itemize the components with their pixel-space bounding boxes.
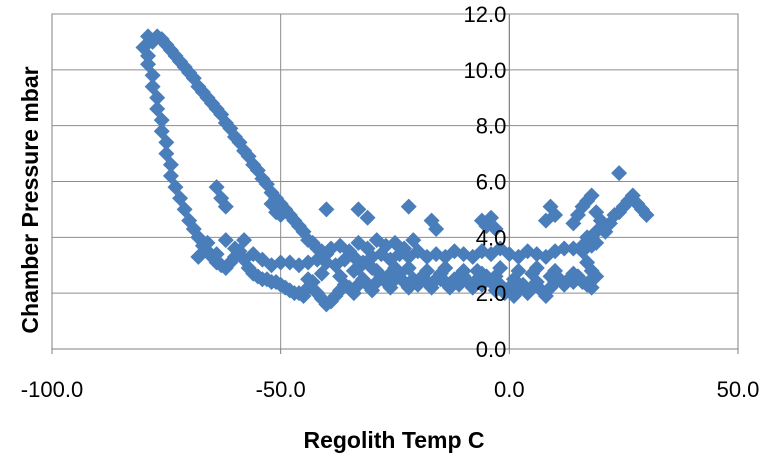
data-series	[135, 28, 655, 313]
data-point	[565, 265, 582, 282]
data-point	[400, 198, 417, 215]
data-point	[583, 279, 600, 296]
data-point	[272, 254, 289, 271]
data-point	[547, 207, 564, 223]
data-point	[341, 243, 358, 260]
data-point	[583, 187, 600, 204]
data-point	[579, 229, 596, 246]
data-point	[318, 201, 335, 218]
y-tick-label: 12.0	[464, 2, 507, 27]
data-point	[396, 240, 413, 257]
data-point	[510, 262, 527, 279]
data-point	[149, 89, 166, 106]
data-point	[190, 248, 207, 265]
data-point	[487, 220, 504, 237]
data-point	[455, 246, 472, 263]
data-point	[236, 232, 253, 249]
data-point	[432, 271, 449, 288]
data-point	[199, 234, 216, 251]
data-point	[272, 207, 289, 223]
data-point	[542, 268, 559, 285]
data-point	[300, 271, 317, 288]
y-tick-label: 4.0	[476, 225, 507, 250]
data-point	[158, 134, 175, 151]
y-tick-label: 10.0	[464, 58, 507, 83]
y-axis-label: Chamber Pressure mbar	[17, 66, 43, 333]
y-tick-label: 8.0	[476, 114, 507, 139]
data-point	[405, 232, 422, 249]
data-point	[313, 265, 330, 282]
data-point	[359, 209, 376, 226]
y-tick-label: 0.0	[476, 337, 507, 362]
data-point	[505, 271, 522, 288]
x-axis-label: Regolith Temp C	[303, 427, 484, 453]
x-tick-label: 0.0	[494, 377, 525, 402]
x-tick-label: 50.0	[717, 377, 760, 402]
data-point	[332, 268, 349, 285]
data-point	[428, 246, 445, 263]
data-point	[217, 198, 234, 215]
data-point	[611, 165, 628, 182]
x-tick-label: -100.0	[21, 377, 83, 402]
data-point	[359, 240, 376, 257]
data-point	[140, 47, 157, 64]
data-point	[172, 53, 189, 70]
data-point	[400, 260, 417, 277]
data-point	[419, 262, 436, 279]
data-point	[350, 260, 367, 277]
data-point	[451, 268, 468, 285]
x-tick-labels: -100.0 -50.0 0.0 50.0	[21, 377, 760, 402]
data-point	[254, 251, 271, 268]
data-point	[428, 220, 445, 237]
data-point	[153, 112, 170, 129]
data-point	[524, 265, 541, 282]
data-point	[208, 246, 225, 263]
data-point	[387, 260, 403, 277]
data-point	[217, 232, 234, 249]
data-point	[226, 240, 243, 257]
y-tick-label: 6.0	[476, 170, 507, 195]
x-tick-label: -50.0	[256, 377, 306, 402]
y-tick-label: 2.0	[476, 281, 507, 306]
data-point	[556, 240, 573, 257]
data-point	[144, 67, 161, 84]
data-point	[528, 246, 545, 263]
data-point	[638, 207, 655, 223]
data-point	[350, 201, 367, 218]
data-point	[487, 268, 504, 285]
data-point	[368, 262, 385, 279]
data-point	[469, 262, 486, 279]
data-point	[162, 156, 179, 173]
y-tick-labels: 0.0 2.0 4.0 6.0 8.0 10.0 12.0	[464, 2, 507, 362]
